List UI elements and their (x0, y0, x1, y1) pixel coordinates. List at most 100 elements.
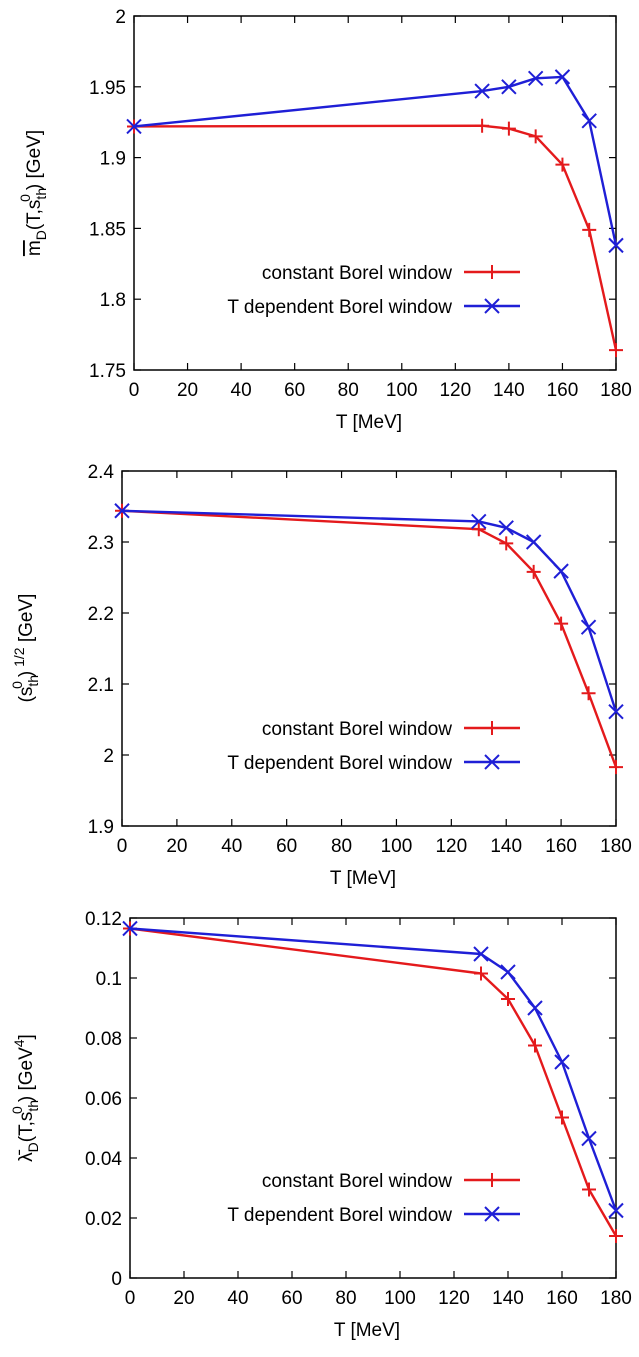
x-tick-label: 60 (284, 380, 305, 401)
x-tick-label: 60 (281, 1288, 302, 1309)
data-point-cross (471, 513, 487, 530)
data-point-cross (474, 83, 490, 99)
y-tick-label: 0.04 (85, 1149, 122, 1170)
series-t-dependent-borel (126, 69, 624, 254)
data-point-plus (555, 157, 570, 172)
x-tick-label: 80 (335, 1288, 356, 1309)
data-point-cross (553, 563, 569, 579)
x-tick-label: 180 (600, 836, 632, 857)
x-axis-label: T [MeV] (330, 868, 396, 889)
data-point-cross (527, 1000, 543, 1016)
legend-entry: constant Borel window (262, 719, 520, 740)
data-point-cross (554, 69, 571, 85)
y-tick-label: 1.85 (89, 219, 126, 240)
data-point-cross (608, 703, 624, 720)
x-tick-label: 180 (600, 1288, 632, 1309)
series-t-dependent-borel (122, 920, 624, 1219)
data-point-plus (475, 118, 490, 133)
legend-entry: T dependent Borel window (227, 1205, 520, 1226)
data-point-plus (528, 129, 543, 144)
data-point-cross (581, 1130, 597, 1147)
chart-panel-3: 0 20 40 60 80 100 120 140 160 180 0 0.02 0.04 0.06 0.0… (9, 909, 632, 1341)
data-point-cross (608, 1202, 624, 1219)
x-tick-label: 40 (231, 380, 252, 401)
x-tick-label: 120 (435, 836, 467, 857)
data-point-plus (582, 222, 597, 237)
x-tick-label: 120 (438, 1288, 470, 1309)
series-constant-borel (127, 118, 623, 358)
y-tick-label: 1.75 (89, 361, 126, 382)
x-tick-label: 180 (600, 380, 632, 401)
legend-entry: constant Borel window (262, 1171, 520, 1192)
series-t-dependent-borel (114, 503, 624, 720)
x-tick-label: 20 (166, 836, 187, 857)
x-tick-label: 140 (490, 836, 522, 857)
data-point-plus (609, 760, 623, 775)
legend-label: constant Borel window (262, 263, 452, 284)
y-tick-label: 2.4 (88, 462, 115, 483)
x-tick-label: 80 (331, 836, 352, 857)
data-point-plus (485, 721, 499, 735)
y-tick-label: 2 (115, 7, 126, 28)
x-tick-label: 0 (129, 380, 140, 401)
data-point-cross (484, 754, 500, 770)
x-tick-label: 100 (386, 380, 418, 401)
data-point-plus (485, 1173, 499, 1187)
data-point-cross (484, 298, 500, 314)
legend-label: T dependent Borel window (227, 1205, 452, 1226)
x-tick-label: 0 (117, 836, 128, 857)
series-constant-borel (123, 921, 623, 1243)
data-point-plus (526, 564, 541, 579)
data-point-cross (554, 1054, 570, 1070)
y-tick-label: 1.8 (100, 290, 126, 311)
x-tick-label: 100 (384, 1288, 416, 1309)
x-tick-label: 160 (547, 380, 579, 401)
data-point-cross (581, 113, 597, 129)
chart-panel-2: 0 20 40 60 80 100 120 140 160 180 1.9 2 2.1 2.2 2.3 2.4… (9, 462, 632, 889)
data-point-cross (501, 79, 517, 95)
y-tick-label: 0.1 (96, 969, 122, 990)
data-point-plus (581, 686, 596, 701)
x-tick-label: 60 (276, 836, 297, 857)
data-point-cross (500, 964, 516, 980)
data-point-cross (126, 118, 142, 135)
data-point-plus (555, 1110, 569, 1125)
data-point-cross (114, 503, 130, 519)
data-point-cross (608, 237, 624, 254)
data-point-plus (609, 1229, 623, 1243)
x-tick-label: 140 (493, 380, 525, 401)
data-point-cross (498, 520, 514, 536)
series-line (133, 75, 618, 246)
data-point-cross (122, 920, 138, 937)
x-tick-label: 140 (492, 1288, 524, 1309)
y-tick-label: 0.12 (85, 909, 122, 930)
data-point-cross (525, 534, 542, 550)
data-point-cross (580, 619, 597, 635)
x-axis-label: T [MeV] (334, 1320, 400, 1341)
series-constant-borel (115, 503, 623, 775)
y-tick-label: 1.9 (88, 817, 114, 838)
data-point-plus (499, 536, 514, 551)
y-tick-label: 1.95 (89, 78, 126, 99)
y-tick-label: 2.3 (88, 533, 114, 554)
x-axis-label: T [MeV] (336, 412, 402, 433)
x-tick-label: 160 (545, 836, 577, 857)
y-axis-label: (sth0) 1/2 [GeV] (9, 594, 41, 703)
legend-entry: T dependent Borel window (227, 297, 520, 318)
y-tick-label: 0 (111, 1269, 122, 1290)
data-point-plus (554, 616, 569, 631)
y-tick-label: 2.2 (88, 604, 114, 625)
data-point-plus (501, 992, 515, 1006)
x-tick-label: 80 (338, 380, 359, 401)
data-point-plus (528, 1038, 542, 1053)
x-tick-label: 100 (381, 836, 413, 857)
x-tick-label: 0 (125, 1288, 136, 1309)
data-point-plus (609, 343, 623, 358)
data-point-plus (501, 121, 516, 136)
data-point-plus (485, 265, 499, 279)
data-point-cross (473, 946, 489, 962)
y-tick-label: 0.06 (85, 1089, 122, 1110)
y-tick-label: 0.08 (85, 1029, 122, 1050)
legend-entry: T dependent Borel window (227, 753, 520, 774)
